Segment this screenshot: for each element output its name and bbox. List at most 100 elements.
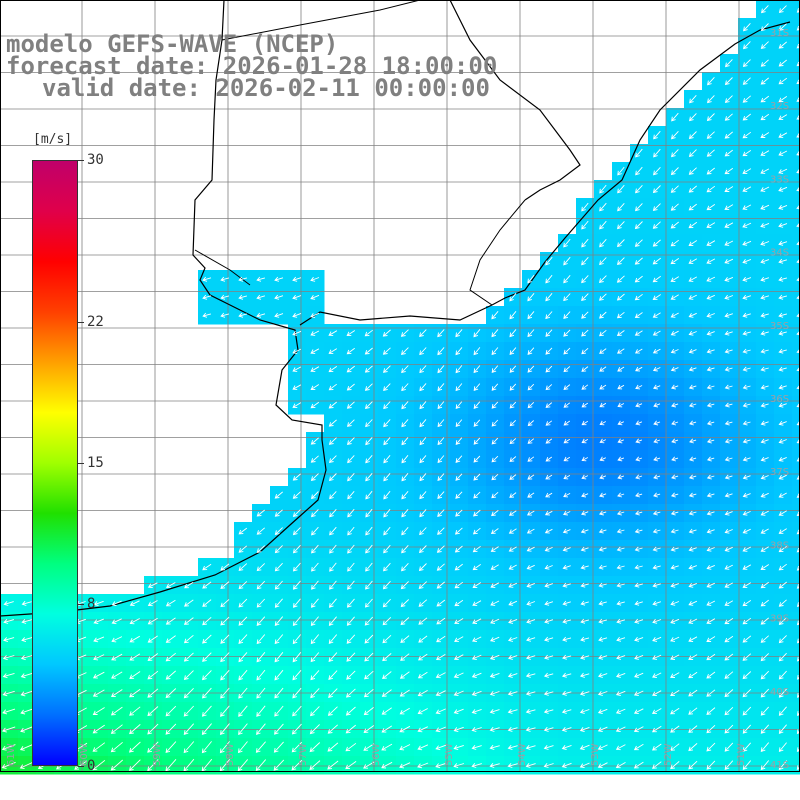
wind-vector-arrow — [742, 742, 752, 752]
wind-vector-arrow — [526, 510, 535, 516]
wind-vector-arrow — [365, 437, 373, 446]
wind-vector-arrow — [453, 744, 464, 751]
wind-vector-arrow — [292, 527, 301, 536]
wind-vector-arrow — [310, 473, 319, 481]
wind-vector-arrow — [346, 365, 355, 373]
wind-vector-arrow — [634, 654, 644, 660]
wind-vector-arrow — [617, 239, 625, 248]
wind-vector-arrow — [778, 510, 787, 516]
wind-vector-arrow — [381, 725, 393, 733]
wind-vector-arrow — [473, 347, 481, 356]
wind-vector-arrow — [311, 509, 319, 518]
wind-vector-arrow — [724, 149, 733, 157]
wind-vector-arrow — [183, 652, 194, 662]
wind-vector-arrow — [274, 598, 283, 608]
wind-vector-arrow — [635, 166, 643, 176]
wind-vector-arrow — [525, 744, 536, 750]
wind-vector-arrow — [688, 294, 698, 300]
wind-vector-arrow — [383, 401, 391, 410]
longitude-label: 51W — [736, 743, 747, 766]
wind-vector-arrow — [635, 366, 643, 372]
wind-vector-arrow — [183, 670, 194, 680]
wind-vector-arrow — [796, 25, 800, 31]
wind-vector-arrow — [525, 763, 536, 768]
wind-vector-arrow — [688, 707, 698, 715]
wind-vector-arrow — [256, 705, 266, 717]
wind-vector-arrow — [310, 455, 319, 463]
wind-vector-arrow — [401, 365, 409, 374]
wind-vector-arrow — [796, 584, 800, 589]
wind-vector-arrow — [652, 546, 661, 552]
wind-vector-arrow — [309, 724, 320, 735]
wind-vector-arrow — [365, 473, 373, 482]
wind-vector-arrow — [147, 670, 159, 680]
wind-vector-arrow — [597, 708, 608, 714]
wind-vector-arrow — [274, 562, 283, 572]
wind-vector-arrow — [328, 383, 337, 391]
wind-vector-arrow — [274, 687, 284, 699]
wind-vector-arrow — [635, 384, 643, 390]
wind-vector-arrow — [383, 419, 391, 428]
wind-vector-arrow — [563, 311, 571, 320]
wind-vector-arrow — [435, 744, 447, 751]
wind-vector-arrow — [383, 383, 391, 392]
wind-speed-cell — [792, 450, 800, 469]
wind-vector-arrow — [111, 636, 123, 643]
wind-vector-arrow — [110, 741, 123, 753]
wind-vector-arrow — [778, 563, 787, 571]
wind-vector-arrow — [635, 420, 643, 426]
wind-vector-arrow — [347, 455, 355, 464]
wind-vector-arrow — [742, 366, 751, 372]
wind-vector-arrow — [706, 600, 716, 606]
wind-vector-arrow — [110, 724, 123, 734]
wind-vector-arrow — [760, 348, 769, 354]
wind-vector-arrow — [508, 582, 518, 588]
wind-vector-arrow — [778, 706, 787, 716]
wind-vector-arrow — [220, 634, 230, 644]
wind-vector-arrow — [346, 347, 355, 355]
wind-vector-arrow — [147, 759, 159, 772]
wind-vector-arrow — [110, 689, 123, 697]
wind-vector-arrow — [346, 598, 355, 608]
wind-vector-arrow — [760, 581, 769, 589]
wind-vector-arrow — [399, 744, 411, 751]
wind-vector-arrow — [706, 564, 715, 570]
wind-vector-arrow — [527, 401, 535, 409]
wind-vector-arrow — [346, 401, 355, 409]
wind-vector-arrow — [760, 599, 769, 607]
wind-vector-arrow — [652, 185, 661, 194]
wind-vector-arrow — [419, 401, 427, 410]
wind-vector-arrow — [436, 635, 446, 643]
wind-vector-arrow — [93, 636, 105, 643]
map-title-valid-date: valid date: 2026-02-11 00:00:00 — [42, 74, 490, 102]
wind-vector-arrow — [111, 671, 123, 679]
wind-vector-arrow — [364, 347, 373, 355]
wind-vector-arrow — [760, 330, 769, 336]
wind-vector-arrow — [634, 239, 643, 247]
wind-vector-arrow — [525, 690, 536, 696]
wind-vector-arrow — [562, 654, 572, 660]
wind-vector-arrow — [526, 618, 536, 624]
wind-vector-arrow — [383, 455, 391, 464]
wind-vector-arrow — [364, 616, 374, 626]
wind-speed-cell — [792, 36, 800, 55]
wind-vector-arrow — [796, 43, 800, 49]
wind-vector-arrow — [365, 508, 373, 518]
wind-vector-arrow — [490, 618, 500, 624]
wind-vector-arrow — [634, 618, 644, 624]
wind-vector-arrow — [778, 528, 787, 534]
wind-vector-arrow — [490, 528, 499, 535]
wind-vector-arrow — [706, 167, 715, 175]
wind-vector-arrow — [670, 492, 679, 498]
wind-vector-arrow — [417, 690, 428, 697]
wind-vector-arrow — [329, 562, 337, 572]
wind-vector-arrow — [202, 634, 212, 644]
wind-vector-arrow — [111, 618, 122, 625]
wind-vector-arrow — [724, 689, 734, 698]
wind-vector-arrow — [256, 527, 265, 535]
wind-vector-arrow — [347, 508, 355, 518]
wind-vector-arrow — [563, 293, 571, 302]
wind-vector-arrow — [670, 366, 679, 372]
wind-vector-arrow — [382, 365, 391, 373]
wind-vector-arrow — [455, 491, 463, 499]
